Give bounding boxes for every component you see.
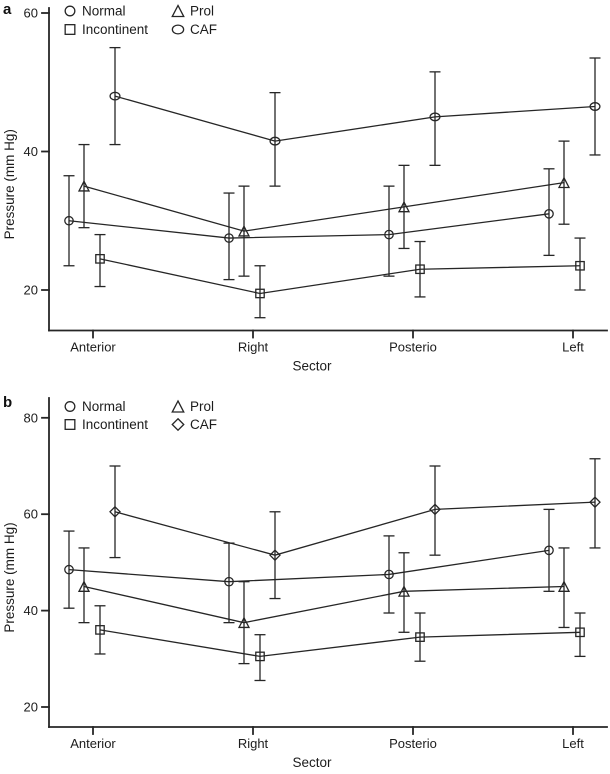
panel-b: b 80 60 40 20 Pressure (mm Hg) Anterior Right Po…: [2, 394, 608, 770]
series-prol: [77, 140, 571, 277]
prol-marker-icon: [557, 580, 571, 592]
panel-a: a 60 40 20 Pressure (mm Hg) Anterior Right Post…: [2, 1, 608, 374]
x-tick-label-posterio: Posterio: [389, 736, 437, 751]
legend-item-incontinent: Incontinent: [64, 417, 148, 432]
legend-item-prol: Prol: [171, 399, 214, 414]
legend-item-prol: Prol: [171, 4, 214, 19]
y-tick-label: 40: [24, 603, 38, 618]
caf-marker-icon: [269, 136, 281, 146]
caf-marker-icon: [429, 503, 441, 516]
prol-legend-marker-icon: [171, 4, 185, 18]
normal-marker-icon: [224, 576, 234, 587]
normal-marker-icon: [544, 545, 554, 556]
y-tick-label: 60: [24, 507, 38, 522]
y-axis-title: Pressure (mm Hg): [2, 522, 17, 632]
incontinent-marker-icon: [575, 260, 585, 271]
normal-marker-icon: [224, 233, 234, 243]
x-tick-label-anterior: Anterior: [70, 340, 116, 355]
panel-label-a: a: [3, 1, 12, 18]
normal-marker-icon: [384, 229, 394, 240]
incontinent-marker-icon: [415, 632, 425, 642]
legend: Normal Incontinent Prol CAF: [64, 399, 217, 432]
normal-legend-marker-icon: [64, 401, 76, 412]
legend-label-incontinent: Incontinent: [82, 417, 148, 432]
series-caf: [109, 458, 601, 600]
prol-marker-icon: [237, 616, 251, 629]
x-tick-label-right: Right: [238, 340, 269, 355]
caf-marker-icon: [429, 112, 441, 122]
prol-marker-icon: [557, 176, 571, 189]
prol-marker-icon: [397, 585, 411, 597]
legend-label-normal: Normal: [82, 399, 126, 414]
incontinent-legend-marker-icon: [64, 24, 76, 35]
caf-marker-icon: [269, 549, 281, 562]
x-tick-label-left: Left: [562, 736, 584, 751]
prol-marker-icon: [397, 200, 411, 213]
legend-label-caf: CAF: [190, 22, 217, 37]
series-prol: [77, 547, 571, 665]
prol-marker-icon: [237, 224, 251, 237]
legend-label-normal: Normal: [82, 4, 126, 19]
incontinent-marker-icon: [415, 264, 425, 275]
x-axis-title: Sector: [292, 755, 332, 770]
normal-marker-icon: [64, 215, 74, 226]
caf-legend-marker-icon: [171, 24, 185, 35]
caf-marker-icon: [589, 496, 601, 509]
incontinent-marker-icon: [575, 627, 585, 638]
caf-marker-icon: [109, 505, 121, 518]
x-axis: Anterior Right Posterio Left: [48, 726, 608, 751]
series-incontinent: [94, 605, 586, 682]
prol-legend-marker-icon: [171, 399, 185, 413]
legend: Normal Incontinent Prol CAF: [64, 4, 217, 37]
incontinent-marker-icon: [95, 253, 105, 264]
legend-item-caf: CAF: [171, 417, 217, 432]
y-tick-label: 20: [24, 283, 38, 298]
y-axis-title: Pressure (mm Hg): [2, 129, 17, 239]
y-tick-label: 20: [24, 700, 38, 715]
x-axis-title: Sector: [292, 359, 332, 374]
series-incontinent: [94, 233, 586, 319]
panel-label-b: b: [3, 394, 12, 411]
series-normal: [63, 508, 555, 624]
y-tick-label: 40: [24, 144, 38, 159]
incontinent-marker-icon: [255, 651, 265, 662]
legend-item-normal: Normal: [64, 399, 126, 414]
x-tick-label-left: Left: [562, 340, 584, 355]
x-tick-label-right: Right: [238, 736, 269, 751]
legend-item-caf: CAF: [171, 22, 217, 37]
caf-marker-icon: [109, 91, 121, 101]
legend-label-incontinent: Incontinent: [82, 22, 148, 37]
y-tick-label: 60: [24, 6, 38, 21]
incontinent-marker-icon: [95, 625, 105, 635]
x-axis: Anterior Right Posterio Left: [48, 329, 608, 355]
y-axis: 80 60 40 20: [24, 397, 50, 728]
caf-marker-icon: [589, 102, 601, 111]
legend-item-incontinent: Incontinent: [64, 22, 148, 37]
normal-marker-icon: [64, 564, 74, 575]
prol-marker-icon: [77, 179, 91, 192]
legend-item-normal: Normal: [64, 4, 126, 19]
y-tick-label: 80: [24, 410, 38, 425]
normal-legend-marker-icon: [64, 5, 76, 17]
series-caf: [109, 46, 601, 187]
prol-marker-icon: [77, 580, 91, 592]
x-tick-label-anterior: Anterior: [70, 736, 116, 751]
normal-marker-icon: [384, 569, 394, 580]
normal-marker-icon: [544, 208, 554, 219]
caf-legend-marker-icon: [171, 417, 185, 432]
legend-label-prol: Prol: [190, 4, 214, 19]
y-axis: 60 40 20: [24, 6, 50, 332]
legend-label-caf: CAF: [190, 417, 217, 432]
incontinent-legend-marker-icon: [64, 419, 76, 430]
incontinent-marker-icon: [255, 288, 265, 299]
legend-label-prol: Prol: [190, 399, 214, 414]
series-normal: [63, 168, 555, 281]
x-tick-label-posterio: Posterio: [389, 340, 437, 355]
